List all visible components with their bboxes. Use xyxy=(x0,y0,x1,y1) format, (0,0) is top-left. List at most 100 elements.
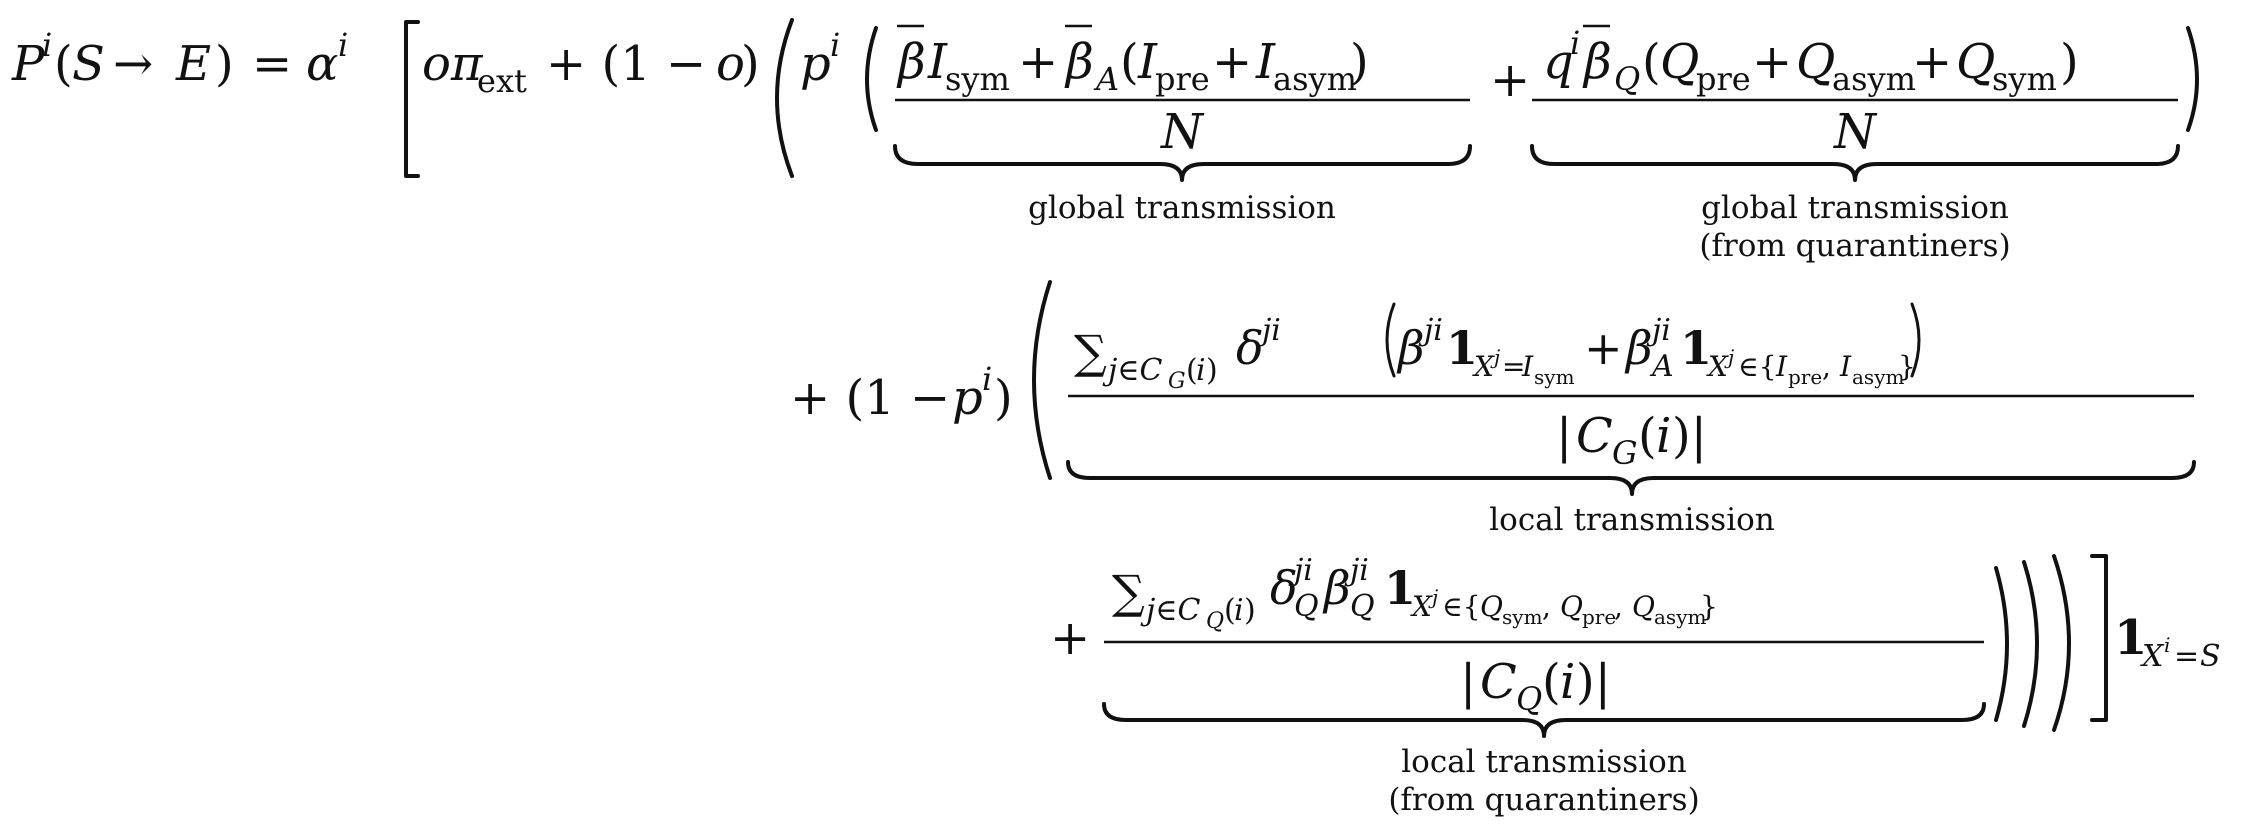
svg-text:Q: Q xyxy=(1614,60,1640,98)
svg-text:i: i xyxy=(42,26,52,64)
svg-text:I: I xyxy=(1839,350,1852,383)
label-local-transmission: local transmission xyxy=(1489,502,1775,538)
svg-text:Q: Q xyxy=(1294,589,1319,624)
svg-text:(: ( xyxy=(1638,408,1657,464)
svg-text:S: S xyxy=(72,36,105,92)
svg-text:j∈C: j∈C xyxy=(1102,353,1163,388)
svg-text:X: X xyxy=(1706,350,1729,383)
svg-text:sym: sym xyxy=(1502,605,1543,629)
svg-text:β: β xyxy=(896,34,926,90)
label-global-transmission-quarantiners-2: (from quarantiners) xyxy=(1699,228,2010,264)
svg-text:X: X xyxy=(1410,590,1433,623)
svg-text:α: α xyxy=(306,36,338,92)
svg-text:)|: )| xyxy=(1576,654,1611,710)
svg-text:Q: Q xyxy=(1796,34,1835,90)
svg-text:}: } xyxy=(1898,350,1916,383)
svg-text:β: β xyxy=(1582,34,1612,90)
svg-text:asym: asym xyxy=(1273,60,1357,98)
svg-text:i: i xyxy=(1570,24,1580,62)
svg-text:X: X xyxy=(1472,350,1495,383)
svg-text:sym: sym xyxy=(1992,60,2057,98)
svg-text:i: i xyxy=(830,26,840,64)
svg-text:+: + xyxy=(1050,610,1090,666)
svg-text:C: C xyxy=(1480,654,1517,710)
label-local-transmission-quarantiners-1: local transmission xyxy=(1401,744,1687,780)
equation-line-3: + ∑ j∈C Q ( i ) δ ji Q β ji Q 1 X j ∈{ Q… xyxy=(1050,553,2221,818)
svg-text:∑: ∑ xyxy=(1112,565,1145,619)
svg-text:δ: δ xyxy=(1270,561,1298,615)
svg-text:E: E xyxy=(175,36,211,92)
svg-text:i: i xyxy=(338,26,348,64)
svg-text:I: I xyxy=(1775,350,1788,383)
svg-text:p: p xyxy=(952,370,983,426)
svg-text:(: ( xyxy=(1542,654,1561,710)
svg-text:sym: sym xyxy=(1534,365,1575,389)
svg-text:+: + xyxy=(1584,321,1623,375)
svg-text:S: S xyxy=(2200,639,2221,674)
svg-text:∈{: ∈{ xyxy=(1738,350,1777,383)
svg-text:C: C xyxy=(1576,408,1613,464)
svg-text:N: N xyxy=(1833,104,1878,160)
svg-text:1: 1 xyxy=(2114,610,2147,666)
svg-text:=: = xyxy=(1502,350,1525,383)
svg-text:β: β xyxy=(1064,34,1094,90)
svg-text:pre: pre xyxy=(1788,365,1822,389)
svg-text:P: P xyxy=(11,36,45,92)
svg-text:1: 1 xyxy=(1680,321,1712,375)
svg-text:): ) xyxy=(741,36,760,92)
svg-text:): ) xyxy=(1350,34,1369,90)
svg-text:A: A xyxy=(1093,60,1119,98)
svg-text:(: ( xyxy=(1642,34,1661,90)
label-global-transmission: global transmission xyxy=(1028,190,1336,226)
label-local-transmission-quarantiners-2: (from quarantiners) xyxy=(1388,782,1699,818)
svg-text:X: X xyxy=(2140,639,2165,674)
svg-text:=: = xyxy=(2174,639,2199,674)
svg-text:j: j xyxy=(1724,345,1734,369)
svg-text:(: ( xyxy=(1186,353,1198,388)
svg-text:I: I xyxy=(1255,34,1276,90)
svg-text:): ) xyxy=(2060,34,2079,90)
svg-text:N: N xyxy=(1160,104,1205,160)
svg-text:asym: asym xyxy=(1832,60,1916,98)
svg-text:sym: sym xyxy=(945,60,1010,98)
svg-text:}: } xyxy=(1700,590,1718,623)
svg-text:asym: asym xyxy=(1852,365,1904,389)
svg-text:I: I xyxy=(1521,350,1534,383)
svg-text:G: G xyxy=(1168,369,1186,394)
svg-text:β: β xyxy=(1624,321,1653,375)
svg-text:j: j xyxy=(1428,585,1438,609)
svg-text:+: + xyxy=(1752,34,1792,90)
equation-line-1: P i ( S → E ) = α i oπ ext + (1 − o ) p … xyxy=(11,18,2199,264)
svg-text:G: G xyxy=(1612,434,1638,472)
svg-text:j∈C: j∈C xyxy=(1140,593,1201,628)
svg-text:I: I xyxy=(1137,34,1158,90)
svg-text:i: i xyxy=(2164,633,2170,657)
svg-text:Q: Q xyxy=(1516,680,1542,718)
svg-text:,: , xyxy=(1614,590,1623,623)
svg-text:,: , xyxy=(1822,350,1831,383)
svg-text:1: 1 xyxy=(1446,321,1478,375)
svg-text:+: + xyxy=(1018,34,1058,90)
svg-text:(: ( xyxy=(54,36,73,92)
svg-text:Q: Q xyxy=(1480,590,1503,623)
equation-line-2: + (1 − p i ) ∑ j∈C G ( i ) δ ji β ji 1 X… xyxy=(790,280,2196,538)
svg-text:∑: ∑ xyxy=(1074,325,1107,379)
svg-text:=: = xyxy=(252,36,292,92)
svg-text:|: | xyxy=(1460,654,1476,710)
svg-text:(: ( xyxy=(1224,593,1236,628)
svg-text:→: → xyxy=(113,36,153,92)
svg-text:)|: )| xyxy=(1672,408,1707,464)
label-global-transmission-quarantiners-1: global transmission xyxy=(1701,190,2009,226)
svg-text:+: + xyxy=(1912,34,1952,90)
svg-text:i: i xyxy=(982,360,992,398)
svg-text:j: j xyxy=(1490,345,1500,369)
svg-text:β: β xyxy=(1322,561,1351,615)
svg-text:pre: pre xyxy=(1155,60,1210,98)
svg-text:i: i xyxy=(1656,408,1671,464)
svg-text:I: I xyxy=(927,34,948,90)
svg-text:): ) xyxy=(215,36,234,92)
svg-text:A: A xyxy=(1649,349,1674,384)
svg-text:o: o xyxy=(716,36,745,92)
svg-text:β: β xyxy=(1396,321,1425,375)
svg-text:+: + xyxy=(1490,52,1530,108)
